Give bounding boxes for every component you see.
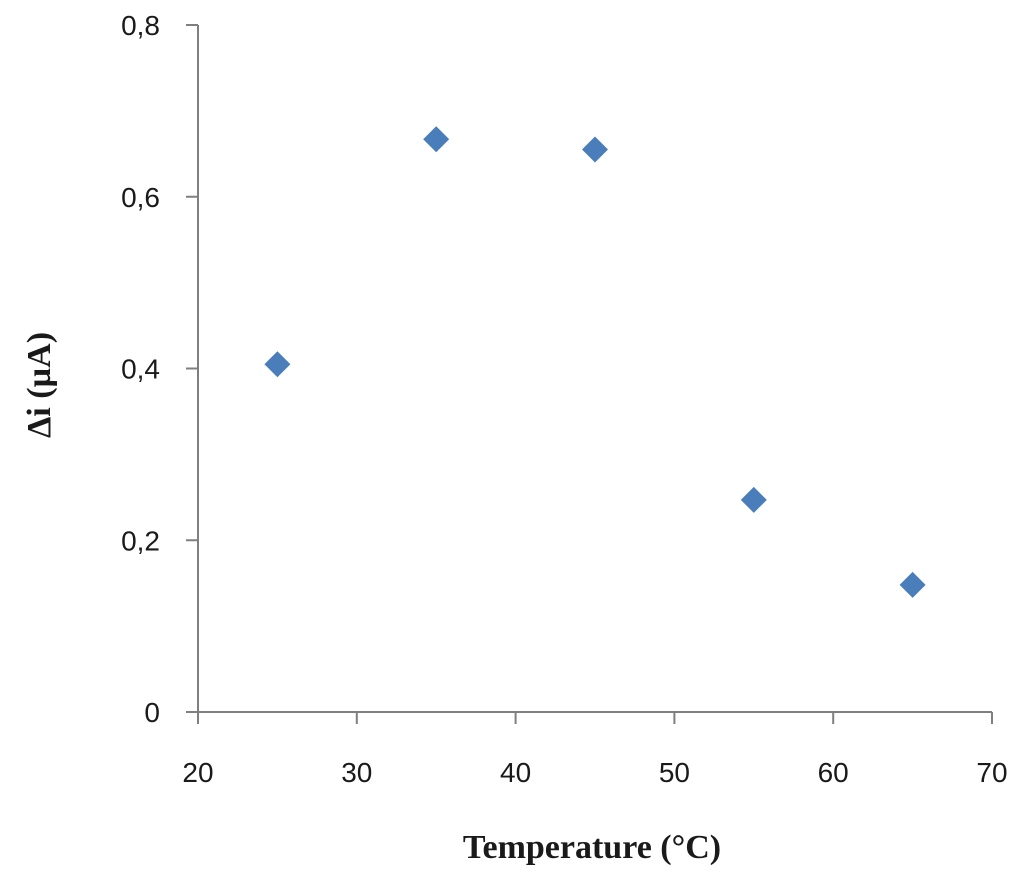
data-point	[423, 126, 450, 153]
y-axis-title: Δi (µA)	[21, 332, 58, 438]
data-point	[582, 136, 608, 163]
x-tick-label: 70	[976, 757, 1007, 788]
x-tick-label: 60	[818, 757, 849, 788]
x-axis-title: Temperature (°C)	[463, 829, 721, 866]
y-ticks: 0 0,2 0,4 0,6 0,8	[121, 10, 198, 728]
y-tick-label: 0	[144, 697, 160, 728]
x-tick-label: 30	[341, 757, 372, 788]
x-tick-label: 50	[659, 757, 690, 788]
x-tick-label: 40	[500, 757, 531, 788]
x-tick-label: 20	[182, 757, 213, 788]
data-point	[264, 351, 291, 378]
y-axis: 0 0,2 0,4 0,6 0,8	[121, 10, 199, 728]
x-axis: 20 30 40 50 60 70	[182, 711, 1008, 788]
y-tick-label: 0,2	[121, 525, 160, 556]
data-point	[740, 486, 767, 513]
y-tick-label: 0,8	[121, 10, 160, 41]
data-point	[899, 571, 926, 598]
y-tick-label: 0,4	[121, 354, 160, 385]
data-points	[264, 126, 926, 598]
x-ticks: 20 30 40 50 60 70	[182, 712, 1008, 788]
y-tick-label: 0,6	[121, 182, 160, 213]
